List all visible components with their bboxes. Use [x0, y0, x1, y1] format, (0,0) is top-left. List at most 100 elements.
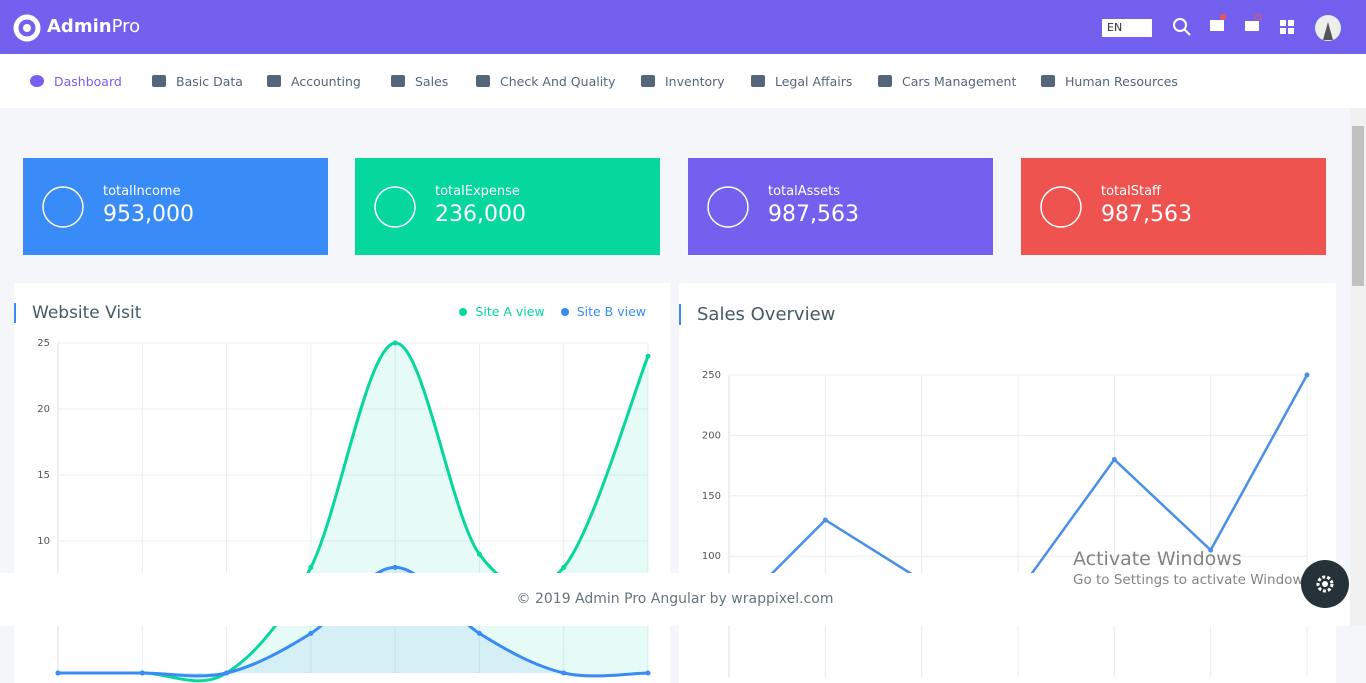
- y-tick-label: 20: [37, 404, 50, 415]
- stat-label: totalStaff: [1101, 184, 1161, 199]
- stat-icon: [1040, 186, 1082, 228]
- nav-label: Basic Data: [176, 73, 243, 89]
- nav-label: Check And Quality: [500, 73, 616, 89]
- icon-shape: [267, 75, 281, 87]
- stat-icon: [42, 186, 84, 228]
- stat-value: 236,000: [435, 202, 526, 227]
- brand[interactable]: AdminPro: [47, 16, 140, 37]
- language-select[interactable]: EN: [1102, 19, 1152, 37]
- nav-item[interactable]: Accounting: [265, 72, 361, 90]
- nav-item[interactable]: Legal Affairs: [749, 72, 852, 90]
- brand-name: Admin: [47, 16, 112, 37]
- icon-ring: [707, 186, 749, 228]
- nav-item[interactable]: Dashboard: [28, 72, 122, 90]
- card-title: Website Visit: [14, 303, 141, 323]
- apps-icon[interactable]: [1280, 20, 1294, 34]
- watermark: Activate Windows Go to Settings to activa…: [1073, 548, 1315, 588]
- icon-ring: [374, 186, 416, 228]
- stat-card: totalStaff 987,563: [1021, 158, 1326, 255]
- nav-item[interactable]: Check And Quality: [474, 72, 615, 90]
- watermark-title: Activate Windows: [1073, 548, 1242, 570]
- point: [392, 564, 398, 570]
- legend-label: Site A view: [475, 304, 545, 319]
- legend-item: Site B view: [560, 304, 646, 319]
- point: [308, 564, 314, 570]
- legend-label: Site B view: [576, 304, 646, 319]
- point: [561, 670, 567, 676]
- nav-icon: [641, 75, 655, 87]
- nav-icon: [476, 75, 490, 87]
- stat-value: 987,563: [768, 202, 859, 227]
- icon-shape: [476, 75, 490, 87]
- nav-label: Human Resources: [1065, 73, 1178, 89]
- legend-dot: [560, 307, 569, 316]
- top-bar: AdminPro EN: [0, 0, 1366, 54]
- icon-shape: [1041, 75, 1055, 87]
- y-tick-label: 100: [702, 551, 721, 562]
- legend-item: Site A view: [459, 304, 545, 319]
- point: [139, 670, 145, 676]
- stat-card: totalIncome 953,000: [23, 158, 328, 255]
- point: [476, 551, 482, 557]
- stat-card: totalExpense 236,000: [355, 158, 660, 255]
- icon-shape: [30, 75, 44, 87]
- settings-button[interactable]: [1301, 560, 1349, 608]
- point: [1304, 372, 1310, 378]
- nav-icon: [152, 75, 166, 87]
- scrollbar[interactable]: [1350, 108, 1366, 626]
- nav-item[interactable]: Basic Data: [150, 72, 243, 90]
- stat-value: 987,563: [1101, 202, 1192, 227]
- point: [1111, 457, 1117, 463]
- brand-suffix: Pro: [111, 16, 141, 37]
- card-title: Sales Overview: [679, 304, 835, 325]
- point: [645, 353, 651, 359]
- point: [392, 340, 398, 346]
- nav-icon: [391, 75, 405, 87]
- stat-value: 953,000: [103, 202, 194, 227]
- nav-label: Accounting: [291, 73, 361, 89]
- search-icon[interactable]: [1172, 17, 1192, 37]
- nav-item[interactable]: Inventory: [639, 72, 725, 90]
- y-tick-label: 250: [702, 370, 721, 381]
- y-tick-label: 25: [37, 338, 50, 349]
- icon-shape: [152, 75, 166, 87]
- nav-item[interactable]: Human Resources: [1039, 72, 1178, 90]
- logo: [13, 14, 41, 42]
- nav-label: Dashboard: [54, 73, 122, 89]
- icon-ring: [42, 186, 84, 228]
- gear-icon: [1316, 575, 1334, 593]
- point: [645, 670, 651, 676]
- nav-item[interactable]: Sales: [389, 72, 448, 90]
- stat-label: totalAssets: [768, 184, 841, 199]
- nav-icon: [1041, 75, 1055, 87]
- legend-dot: [459, 307, 468, 316]
- stat-icon: [374, 186, 416, 228]
- stat-card: totalAssets 987,563: [688, 158, 993, 255]
- y-tick-label: 150: [702, 491, 721, 502]
- y-tick-label: 200: [702, 430, 721, 441]
- nav-label: Cars Management: [902, 73, 1017, 89]
- y-tick-label: 15: [37, 470, 50, 481]
- scroll-thumb[interactable]: [1352, 126, 1364, 286]
- icon-shape: [391, 75, 405, 87]
- mail-icon[interactable]: [1243, 12, 1265, 36]
- nav-label: Legal Affairs: [775, 73, 853, 89]
- point: [561, 564, 567, 570]
- watermark-text: Go to Settings to activate Windows.: [1073, 572, 1315, 588]
- avatar[interactable]: [1314, 14, 1342, 42]
- messages-icon[interactable]: [1208, 12, 1230, 36]
- icon-ring: [1040, 186, 1082, 228]
- nav-bar: Dashboard Basic Data Accounting Sales Check …: [0, 54, 1366, 108]
- nav-item[interactable]: Cars Management: [876, 72, 1016, 90]
- point: [224, 670, 230, 676]
- point: [822, 517, 828, 523]
- icon-shape: [641, 75, 655, 87]
- icon-shape: [751, 75, 765, 87]
- nav-icon: [751, 75, 765, 87]
- nav-label: Inventory: [665, 73, 725, 89]
- stat-label: totalExpense: [435, 184, 520, 199]
- point: [1208, 547, 1214, 553]
- point: [476, 630, 482, 636]
- point: [55, 670, 61, 676]
